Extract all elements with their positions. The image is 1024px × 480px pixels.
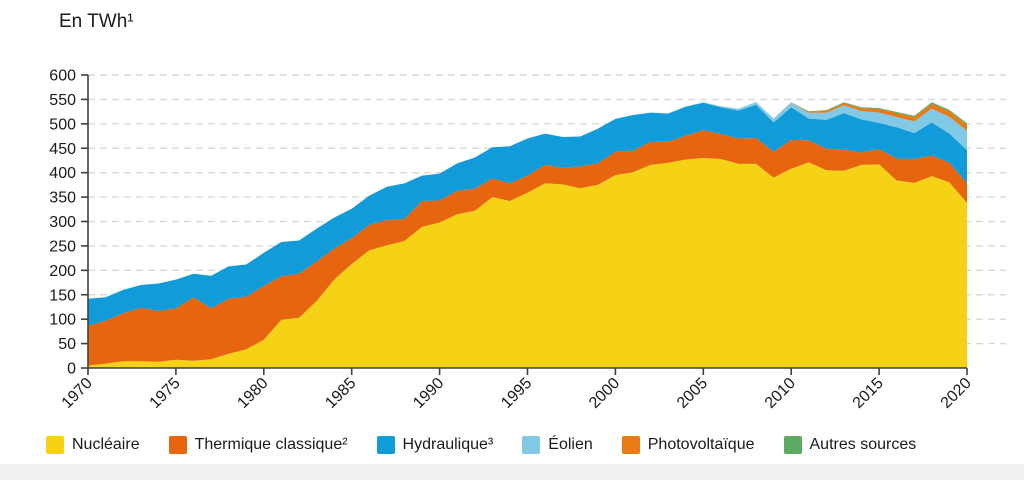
y-tick-label: 550 bbox=[49, 92, 76, 109]
x-tick-label: 2015 bbox=[850, 375, 887, 412]
y-tick-label: 150 bbox=[49, 287, 76, 304]
legend: Nucléaire Thermique classique² Hydraulique… bbox=[46, 433, 916, 457]
legend-label: Photovoltaïque bbox=[647, 436, 755, 453]
x-tick-label: 2010 bbox=[762, 375, 799, 412]
x-tick-label: 1970 bbox=[59, 375, 96, 412]
x-tick-label: 1995 bbox=[498, 375, 535, 412]
area-eolien bbox=[88, 102, 967, 299]
y-tick-label: 250 bbox=[49, 238, 76, 255]
legend-swatch-autres-sources bbox=[783, 436, 802, 454]
legend-item-thermique-classique: Thermique classique² bbox=[168, 436, 348, 454]
y-tick-label: 50 bbox=[58, 336, 76, 353]
x-tick-label: 2020 bbox=[938, 375, 975, 412]
y-tick-label: 350 bbox=[49, 190, 76, 207]
legend-swatch-hydraulique bbox=[376, 436, 395, 454]
x-tick-label: 1975 bbox=[147, 375, 184, 412]
legend-swatch-eolien bbox=[522, 436, 541, 454]
legend-swatch-photovoltaique bbox=[621, 436, 640, 454]
footer-strip bbox=[0, 464, 1024, 480]
y-tick-label: 500 bbox=[49, 116, 76, 133]
legend-label: Autres sources bbox=[809, 436, 917, 453]
y-tick-label: 100 bbox=[49, 312, 76, 329]
legend-swatch-nucleaire bbox=[46, 436, 64, 454]
legend-item-hydraulique: Hydraulique³ bbox=[376, 436, 494, 454]
legend-item-autres-sources: Autres sources bbox=[783, 436, 917, 454]
legend-label: Nucléaire bbox=[72, 436, 140, 453]
area-nucleaire bbox=[88, 158, 967, 368]
chart-title: En TWh¹ bbox=[59, 11, 134, 32]
y-tick-label: 300 bbox=[49, 214, 76, 231]
area-thermique-classique bbox=[88, 130, 967, 366]
legend-swatch-thermique-classique bbox=[168, 436, 187, 454]
x-tick-label: 2000 bbox=[586, 375, 623, 412]
legend-label: Hydraulique³ bbox=[402, 436, 494, 453]
y-tick-label: 400 bbox=[49, 165, 76, 182]
legend-item-nucleaire: Nucléaire bbox=[46, 436, 140, 454]
y-tick-label: 0 bbox=[67, 361, 76, 378]
x-tick-label: 1985 bbox=[322, 375, 359, 412]
legend-item-photovoltaique: Photovoltaïque bbox=[621, 436, 755, 454]
x-tick-label: 1980 bbox=[234, 375, 271, 412]
area-hydraulique bbox=[88, 102, 967, 326]
x-tick-label: 1990 bbox=[410, 375, 447, 412]
legend-label: Thermique classique² bbox=[194, 436, 348, 453]
legend-item-eolien: Éolien bbox=[522, 436, 593, 454]
y-tick-label: 450 bbox=[49, 141, 76, 158]
x-tick-label: 2005 bbox=[674, 375, 711, 412]
y-tick-label: 200 bbox=[49, 263, 76, 280]
legend-label: Éolien bbox=[548, 436, 593, 453]
y-tick-label: 600 bbox=[49, 68, 76, 85]
